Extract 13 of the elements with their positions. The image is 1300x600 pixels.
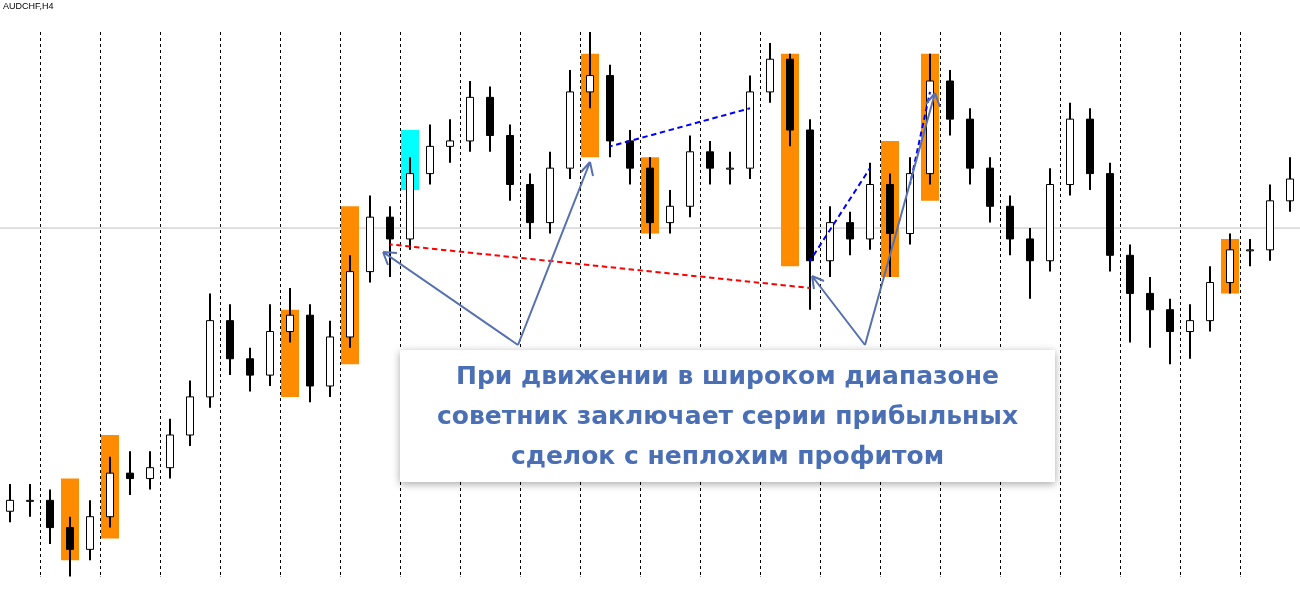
- candlestick: [246, 347, 254, 392]
- candlestick: [86, 500, 94, 561]
- candlestick: [1106, 162, 1114, 272]
- candlestick: [626, 130, 634, 185]
- candlestick: [746, 75, 754, 180]
- annotation: При движении в широком диапазоне советник заключает серии прибыльных сделок с неплохим профитом: [400, 350, 1055, 482]
- candlestick: [686, 135, 694, 218]
- candlestick: [66, 516, 74, 577]
- candlestick: [266, 304, 274, 386]
- candlestick: [566, 70, 574, 180]
- candlestick: [446, 119, 454, 163]
- candlestick: [706, 140, 714, 185]
- chart-title: AUDCHF,H4: [3, 0, 54, 11]
